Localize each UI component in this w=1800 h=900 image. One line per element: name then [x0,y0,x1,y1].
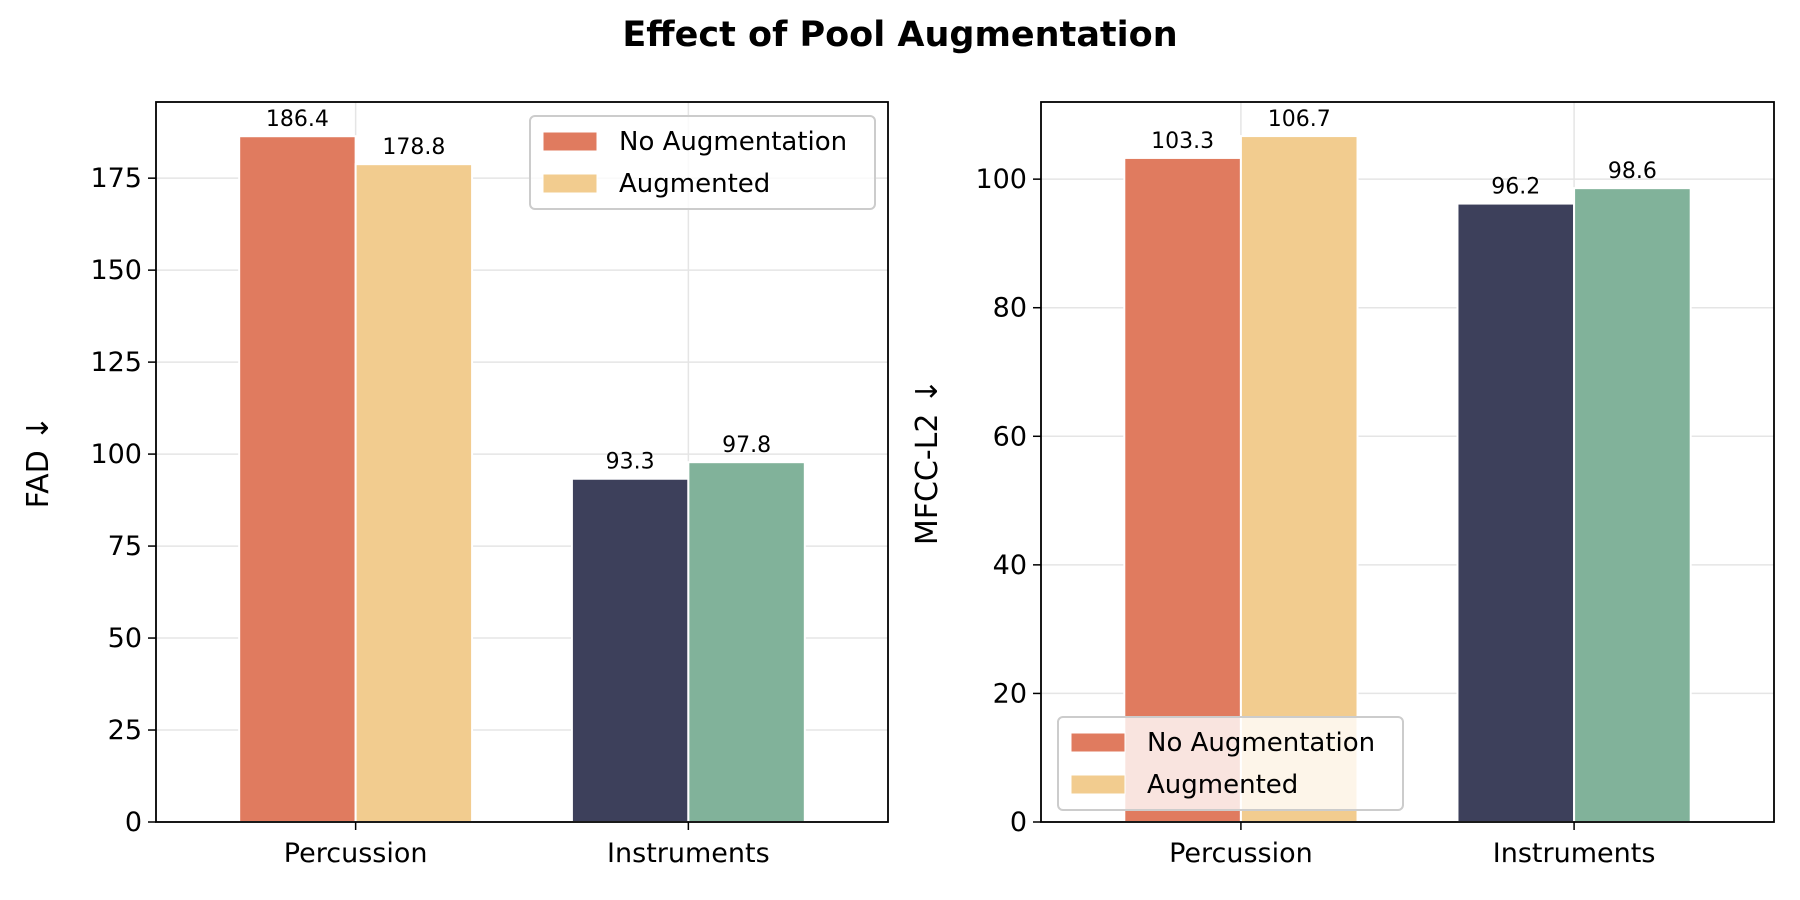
y-tick-label: 80 [993,293,1027,324]
legend: No Augmentation Augmented [1057,716,1404,811]
y-tick-label: 100 [975,164,1027,195]
axes-frame [1040,101,1775,823]
data-label: 178.8 [382,135,445,160]
bar [570,477,690,823]
data-label: 97.8 [722,433,771,458]
x-tick-label: Instruments [607,838,770,869]
data-label: 93.3 [606,450,655,475]
axes-frame [155,101,889,823]
x-tick-label: Percussion [1169,838,1313,869]
bar [354,163,474,823]
legend-swatch [1070,732,1126,753]
legend-label: No Augmentation [1147,728,1375,758]
y-tick-label: 20 [993,678,1027,709]
y-tick-label: 60 [993,421,1027,452]
legend-box [529,115,876,210]
y-tick-label: 150 [90,255,142,286]
bar [238,135,357,823]
data-label: 106.7 [1268,107,1331,132]
x-tick-label: Instruments [1493,838,1656,869]
y-axis-label: FAD ↓ [21,416,56,509]
bar [1456,202,1576,824]
y-tick-label: 25 [108,715,142,746]
data-label: 98.6 [1608,159,1657,184]
y-tick-label: 0 [125,807,142,838]
legend-swatch [542,131,598,152]
y-tick-label: 0 [1010,807,1027,838]
legend-box [1057,716,1404,811]
y-tick-label: 175 [90,163,142,194]
y-tick-label: 75 [108,531,142,562]
legend-swatch [542,173,598,194]
legend-label: Augmented [619,169,770,199]
x-tick-label: Percussion [284,838,428,869]
y-tick-label: 100 [90,439,142,470]
mfcc-panel: 103.3 96.2 106.7 98.6 0 20 40 60 80 100 Percussion… [910,101,1775,869]
y-tick-label: 50 [108,623,142,654]
bar [1239,135,1359,824]
legend-label: No Augmentation [619,127,847,157]
legend: No Augmentation Augmented [529,115,876,210]
legend-label: Augmented [1147,770,1298,800]
y-axis-label: MFCC-L2 ↓ [910,379,945,545]
fad-panel: 186.4 93.3 178.8 97.8 0 25 50 75 100 125 150 175 Per… [21,101,889,869]
figure-title: Effect of Pool Augmentation [622,15,1177,55]
data-label: 186.4 [266,107,329,132]
data-label: 103.3 [1151,129,1214,154]
data-label: 96.2 [1491,175,1540,200]
legend-swatch [1070,774,1126,795]
y-tick-label: 40 [993,550,1027,581]
y-tick-label: 125 [90,347,142,378]
bar [687,461,806,823]
bar [1573,187,1692,823]
